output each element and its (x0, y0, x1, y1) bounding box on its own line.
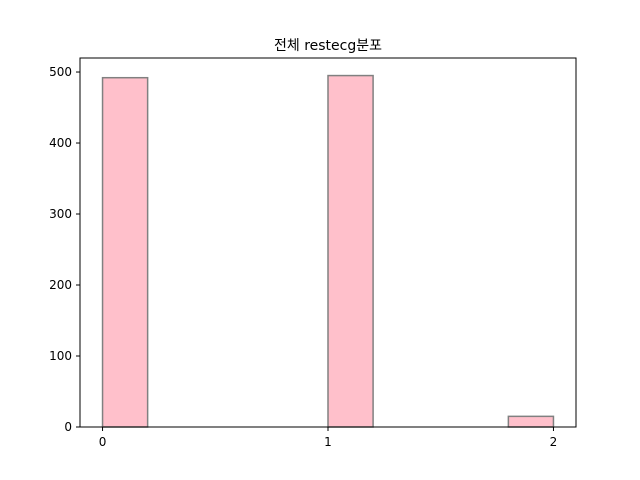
y-axis: 0 100 200 300 400 500 (49, 65, 80, 434)
histogram-bar-9 (507, 415, 555, 428)
y-tick-label-1: 100 (49, 349, 72, 363)
histogram-bar-5 (327, 74, 374, 428)
y-tick-label-3: 300 (49, 207, 72, 221)
histogram-bar-0 (101, 76, 149, 428)
x-tick-label-0: 0 (99, 435, 107, 449)
x-axis: 0 1 2 (99, 427, 558, 449)
y-tick-label-2: 200 (49, 278, 72, 292)
y-tick-label-0: 0 (64, 420, 72, 434)
x-tick-label-2: 2 (550, 435, 558, 449)
y-tick-label-5: 500 (49, 65, 72, 79)
x-tick-label-1: 1 (324, 435, 332, 449)
y-tick-label-4: 400 (49, 136, 72, 150)
bars-group (101, 74, 555, 428)
plot-frame (79, 57, 577, 428)
chart-title: 전체 restecg분포 (274, 38, 382, 54)
